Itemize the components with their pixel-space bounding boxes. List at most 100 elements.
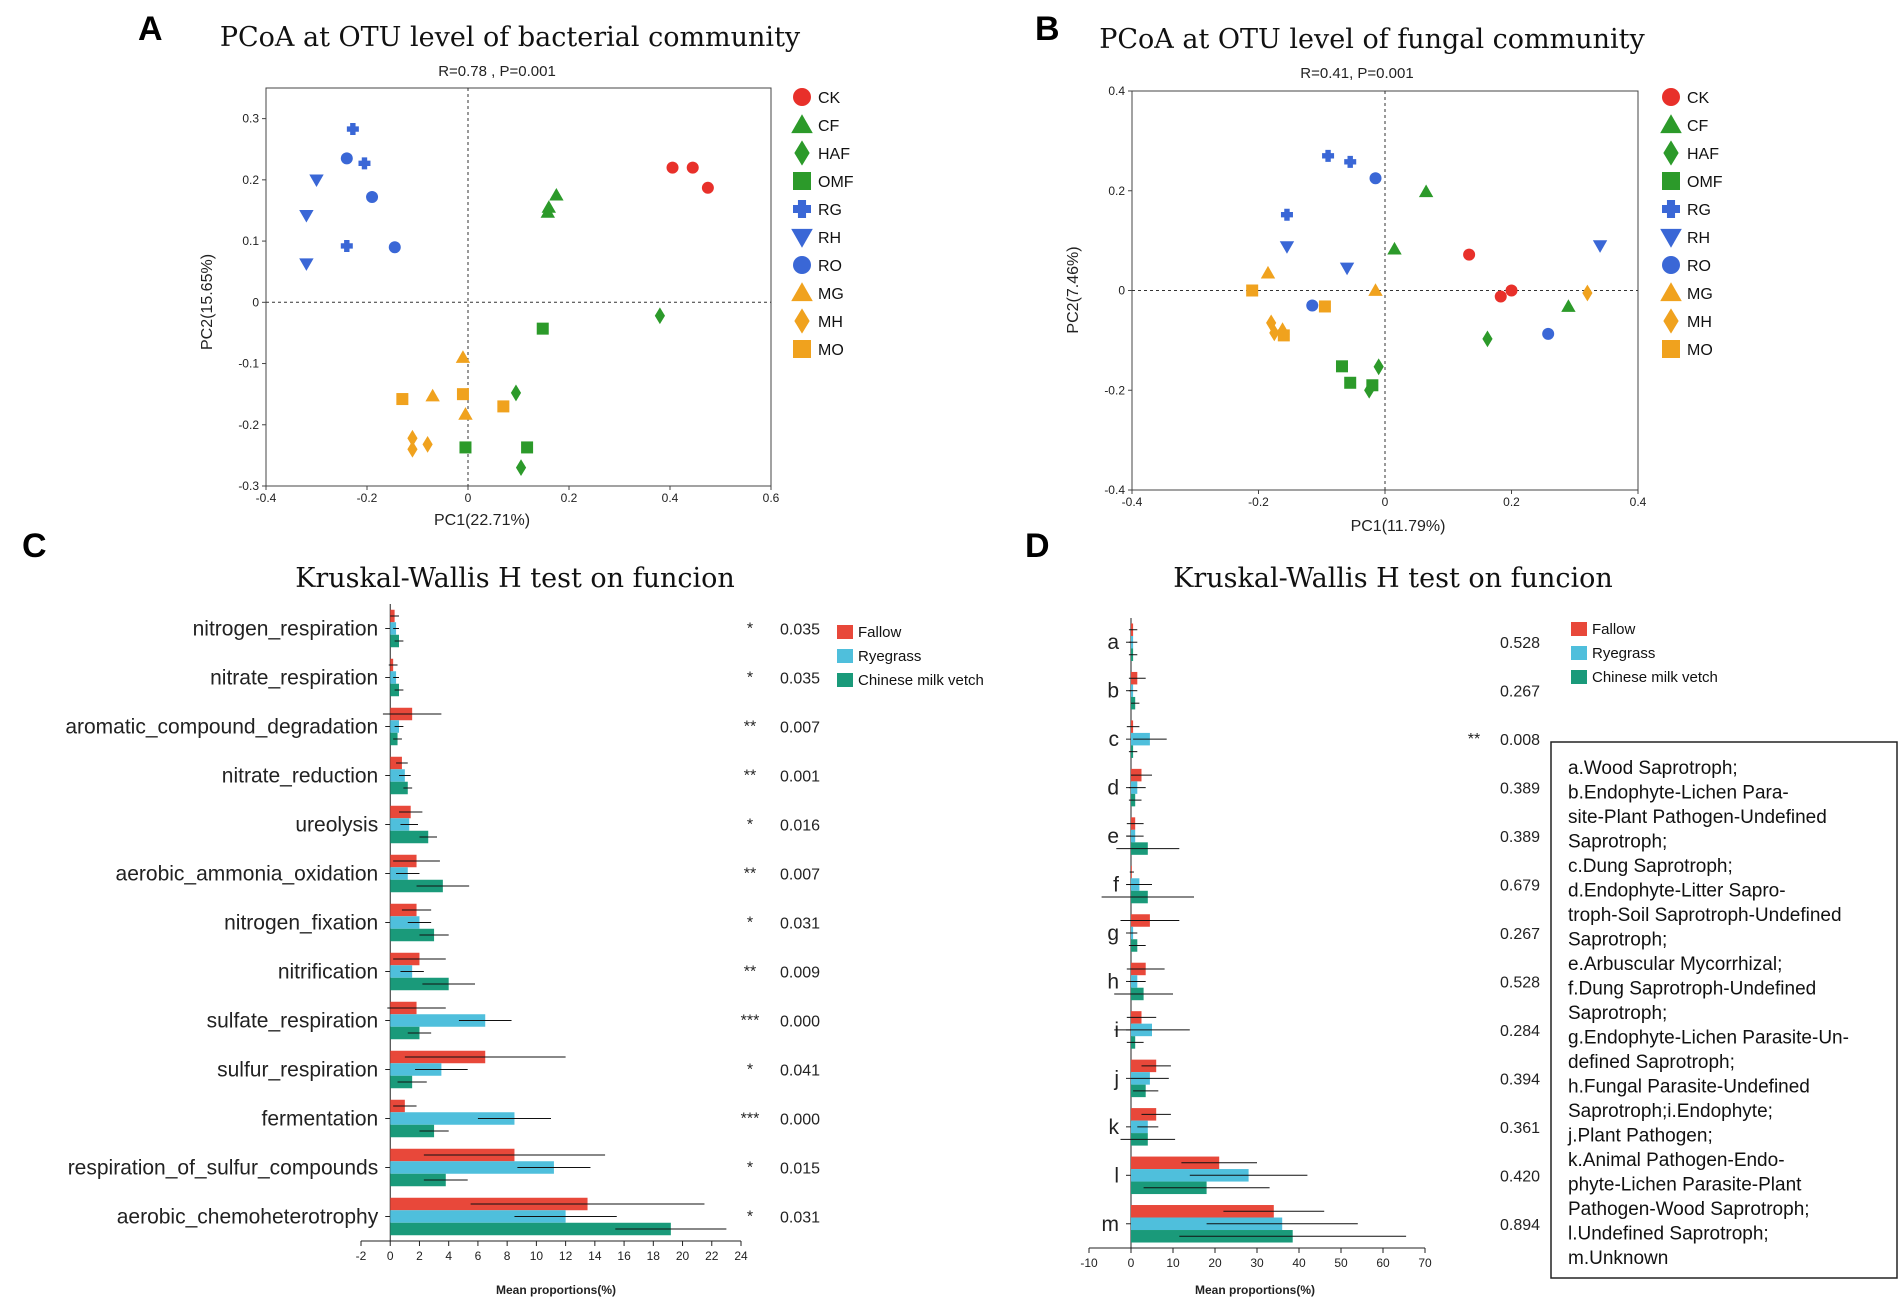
x-tick-label: 6 <box>475 1249 482 1263</box>
legend-marker-rg <box>793 200 811 218</box>
x-tick-label: -0.2 <box>1248 495 1269 509</box>
legend-label-rg: RG <box>818 202 842 219</box>
p-value: 0.016 <box>780 818 820 835</box>
category-label: nitrification <box>278 961 378 984</box>
point-rh <box>1279 241 1295 254</box>
category-label: c <box>1109 728 1120 751</box>
point-rg <box>346 123 359 136</box>
legend-swatch <box>837 649 853 663</box>
legend-swatch <box>1571 622 1587 636</box>
legend-marker-haf <box>794 140 810 166</box>
legend-marker-mh <box>794 308 810 334</box>
x-axis-label-b: PC1(11.79%) <box>1351 518 1446 535</box>
x-tick-label: 0.4 <box>1630 495 1647 509</box>
chart-title-a: PCoA at OTU level of bacterial community <box>220 22 801 53</box>
legend-marker-mg <box>791 282 813 302</box>
significance-stars: * <box>747 1209 753 1226</box>
category-label: aerobic_ammonia_oxidation <box>116 863 379 886</box>
significance-stars: * <box>747 670 753 687</box>
legend-d: Fallow Ryegrass Chinese milk vetch <box>1571 621 1718 686</box>
significance-stars: * <box>747 621 753 638</box>
x-tick-label: 0 <box>465 491 472 505</box>
p-value: 0.679 <box>1500 878 1540 895</box>
p-value: 0.009 <box>780 965 820 982</box>
bar-chinese-milk-vetch <box>390 830 429 844</box>
point-cf <box>1418 184 1434 198</box>
significance-stars: * <box>747 1062 753 1079</box>
point-rg <box>1280 208 1293 221</box>
function-key-line: b.Endophyte-Lichen Para- <box>1568 783 1789 804</box>
point-ro <box>340 152 353 165</box>
legend-marker-mo <box>1662 340 1680 358</box>
bar-chinese-milk-vetch <box>390 1026 420 1040</box>
p-value: 0.015 <box>780 1161 820 1178</box>
category-label: nitrogen_fixation <box>224 912 378 935</box>
x-tick-label: 4 <box>445 1249 452 1263</box>
legend-label: Ryegrass <box>1592 645 1655 662</box>
point-mg <box>425 388 440 402</box>
point-mg <box>1260 265 1276 279</box>
point-omf <box>1335 360 1348 373</box>
legend-label: Ryegrass <box>858 648 921 665</box>
significance-stars: * <box>747 1160 753 1177</box>
legend-swatch <box>837 625 853 639</box>
y-tick-label: 0.2 <box>242 173 259 187</box>
y-tick-label: -0.1 <box>238 357 259 371</box>
x-tick-label: 12 <box>559 1249 573 1263</box>
function-key-line: Pathogen-Wood Saprotroph; <box>1568 1199 1810 1220</box>
legend-label-mh: MH <box>818 314 843 331</box>
x-tick-label: 0.2 <box>1503 495 1520 509</box>
point-mh <box>407 429 418 447</box>
p-value: 0.528 <box>1500 974 1540 991</box>
function-key-line: f.Dung Saprotroph-Undefined <box>1568 979 1816 1000</box>
panel-label-c: C <box>22 527 47 565</box>
legend-swatch <box>837 673 853 687</box>
legend-label: Chinese milk vetch <box>858 672 984 689</box>
p-value: 0.007 <box>780 867 820 884</box>
y-axis-label-b: PC2(7.46%) <box>1065 246 1082 333</box>
legend-label-rh: RH <box>1687 230 1710 247</box>
point-rg <box>1344 155 1357 168</box>
point-mo <box>396 393 409 406</box>
chart-title-b: PCoA at OTU level of fungal community <box>1099 24 1645 55</box>
bar-chinese-milk-vetch <box>390 977 449 991</box>
legend-label: Fallow <box>1592 621 1636 638</box>
category-label: aerobic_chemoheterotrophy <box>117 1206 379 1229</box>
legend-label-ro: RO <box>818 258 842 275</box>
p-value: 0.267 <box>1500 926 1540 943</box>
category-label: aromatic_compound_degradation <box>65 716 378 739</box>
legend-label-omf: OMF <box>818 174 854 191</box>
kruskal-wallis-fungal-chart: Kruskal-Wallis H test on funcion Mean pr… <box>1080 563 1898 1297</box>
p-value: 0.284 <box>1500 1023 1540 1040</box>
x-axis-label-a: PC1(22.71%) <box>434 512 530 529</box>
legend-label-rg: RG <box>1687 202 1711 219</box>
point-rg <box>1322 149 1335 162</box>
legend-label-omf: OMF <box>1687 174 1723 191</box>
bar-ryegrass <box>390 818 410 831</box>
bar-ryegrass <box>390 769 405 782</box>
chart-title-c: Kruskal-Wallis H test on funcion <box>295 563 735 594</box>
plot-frame <box>265 87 772 487</box>
p-value: 0.394 <box>1500 1071 1540 1088</box>
category-label: g <box>1107 922 1119 945</box>
category-label: a <box>1107 631 1119 654</box>
legend-marker-omf <box>793 172 811 190</box>
point-omf <box>459 441 472 454</box>
function-key-line: g.Endophyte-Lichen Parasite-Un- <box>1568 1028 1849 1049</box>
category-label: j <box>1113 1067 1119 1090</box>
point-mh <box>407 440 418 458</box>
p-value: 0.035 <box>780 622 820 639</box>
x-tick-label: 60 <box>1376 1256 1390 1270</box>
legend-label-mh: MH <box>1687 314 1712 331</box>
legend-marker-rh <box>791 228 813 248</box>
x-tick-label: 50 <box>1334 1256 1348 1270</box>
y-tick-label: 0.4 <box>1108 84 1125 98</box>
x-tick-label: 2 <box>416 1249 423 1263</box>
bar-chinese-milk-vetch <box>390 781 408 795</box>
legend-a: CK CF HAF OMF RG RH RO MG MH MO <box>791 88 854 359</box>
point-ro <box>366 190 379 203</box>
y-tick-label: -0.3 <box>238 479 259 493</box>
legend-label-mo: MO <box>1687 342 1713 359</box>
category-label: nitrate_respiration <box>210 667 378 690</box>
point-omf <box>1366 379 1379 392</box>
